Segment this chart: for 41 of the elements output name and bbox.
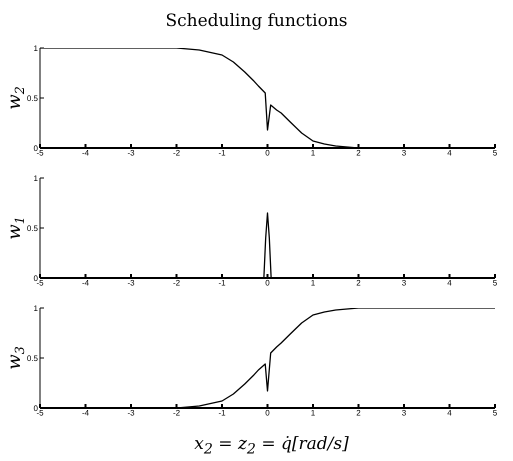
chart-title: Scheduling functions xyxy=(165,11,348,31)
y-tick-label: 1 xyxy=(34,304,39,313)
x-tick-label: 0 xyxy=(265,278,270,288)
x-tick-label: 1 xyxy=(310,408,316,418)
x-tick-label: 2 xyxy=(356,278,362,288)
x-tick-label: -1 xyxy=(218,278,226,288)
x-tick-label: -4 xyxy=(82,278,90,288)
y-tick-label: 0.5 xyxy=(26,94,39,103)
x-tick-label: -4 xyxy=(82,148,90,158)
x-tick-label: 0 xyxy=(265,408,270,418)
x-tick-label: -5 xyxy=(36,408,44,418)
x-tick-label: -4 xyxy=(82,408,90,418)
y-tick-label: 1 xyxy=(34,174,39,183)
x-tick-label: -5 xyxy=(36,148,44,158)
x-tick-label: 1 xyxy=(310,148,316,158)
x-tick-label: 3 xyxy=(402,278,407,288)
x-axis-title: x$_{2}$ = z$_{2}$ = q̇[rad/s] xyxy=(194,434,349,458)
x-tick-label: -3 xyxy=(127,148,136,158)
x-tick-label: -2 xyxy=(172,408,181,418)
x-tick-label: 0 xyxy=(265,148,270,158)
x-tick-label: 3 xyxy=(402,148,407,158)
x-tick-label: 5 xyxy=(492,278,498,288)
x-tick-label: 4 xyxy=(447,278,452,288)
x-tick-label: 1 xyxy=(310,278,316,288)
x-tick-label: 2 xyxy=(356,408,362,418)
x-tick-label: 2 xyxy=(356,148,362,158)
x-tick-label: 3 xyxy=(402,408,407,418)
x-tick-label: -2 xyxy=(172,278,181,288)
x-tick-label: 4 xyxy=(447,408,452,418)
x-tick-label: -2 xyxy=(172,148,181,158)
x-tick-label: -1 xyxy=(218,148,226,158)
x-tick-label: 4 xyxy=(447,148,452,158)
y-tick-label: 0.5 xyxy=(26,354,39,363)
x-tick-label: 5 xyxy=(492,408,498,418)
x-tick-label: 5 xyxy=(492,148,498,158)
x-tick-label: -5 xyxy=(36,278,44,288)
x-tick-label: -3 xyxy=(127,408,136,418)
x-tick-label: -3 xyxy=(127,278,136,288)
y-tick-label: 0.5 xyxy=(26,224,39,233)
y-tick-label: 1 xyxy=(34,44,39,53)
x-tick-label: -1 xyxy=(218,408,226,418)
